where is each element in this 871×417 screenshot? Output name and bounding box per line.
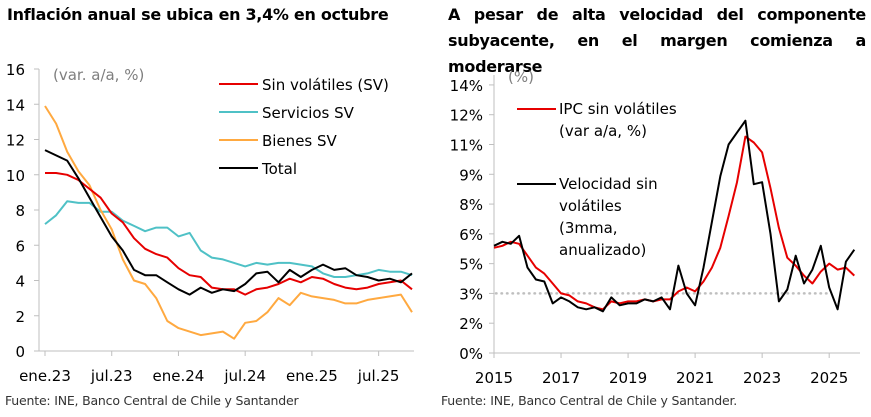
series-line-velocidad-sin-vol-tiles-3mma-a	[493, 119, 856, 313]
legend-line: volátiles	[559, 197, 622, 215]
right-chart-panel: A pesar de alta velocidad del componente…	[436, 0, 871, 417]
y-tick-label: 9%	[459, 166, 483, 184]
x-tick-label: jul.25	[357, 367, 400, 385]
legend-label-ipc: IPC sin volátiles (var a/a, %)	[559, 100, 677, 140]
left-chart-source: Fuente: INE, Banco Central de Chile y Sa…	[5, 393, 299, 408]
right-chart-source: Fuente: INE, Banco Central de Chile y Sa…	[441, 393, 738, 408]
x-tick-label: ene.23	[19, 367, 71, 385]
x-tick-label: ene.25	[286, 367, 338, 385]
x-tick-label: 2025	[810, 369, 848, 387]
legend-line: Velocidad sin	[559, 175, 658, 193]
series-line-servicios-sv	[44, 200, 413, 278]
legend-line: (3mma,	[559, 219, 618, 237]
legend-label: Bienes SV	[262, 132, 338, 150]
x-tick-label: 2015	[475, 369, 513, 387]
y-tick-label: 11%	[450, 137, 483, 155]
y-tick-label: 10	[6, 167, 25, 185]
legend-line: (var a/a, %)	[559, 122, 647, 140]
y-tick-label: 14	[6, 96, 25, 114]
series-line-bienes-sv	[44, 105, 413, 340]
x-tick-label: jul.24	[223, 367, 266, 385]
x-tick-label: 2021	[676, 369, 714, 387]
y-tick-label: 2%	[459, 315, 483, 333]
unit-label: (%)	[508, 68, 534, 86]
series-line-total	[44, 149, 413, 296]
x-tick-label: 2023	[743, 369, 781, 387]
y-tick-label: 6%	[459, 226, 483, 244]
y-tick-label: 8%	[459, 196, 483, 214]
x-tick-label: jul.23	[90, 367, 133, 385]
y-tick-label: 0	[15, 343, 25, 361]
y-tick-label: 0%	[459, 345, 483, 363]
y-tick-label: 16	[6, 61, 25, 79]
y-tick-label: 14%	[450, 77, 483, 95]
y-tick-label: 12%	[450, 107, 483, 125]
legend-line: IPC sin volátiles	[559, 100, 677, 118]
legend-label: Sin volátiles (SV)	[262, 76, 389, 94]
legend-line: anualizado)	[559, 241, 646, 259]
right-line-chart: 0% 2% 3% 5% 6% 8% 9% 11% 12% 14% 2015 2017 2019 2021 2…	[450, 68, 860, 387]
y-tick-label: 4	[15, 273, 25, 291]
x-tick-label: 2019	[609, 369, 647, 387]
x-tick-label: 2017	[542, 369, 580, 387]
legend-label-velocidad: Velocidad sin volátiles (3mma, anualizado)	[559, 175, 658, 259]
x-tick-label: ene.24	[153, 367, 205, 385]
left-line-chart: 0 2 4 6 8 10 12 14 16 ene.23 jul.23 ene.24 jul.24 ene…	[6, 61, 414, 385]
right-chart-title: A pesar de alta velocidad del componente…	[448, 5, 866, 76]
y-tick-label: 8	[15, 202, 25, 220]
series-line-sin-vol-tiles-sv-	[45, 172, 413, 296]
legend-label: Servicios SV	[262, 104, 355, 122]
left-chart-title: Inflación anual se ubica en 3,4% en octu…	[7, 5, 389, 24]
y-tick-label: 12	[6, 132, 25, 150]
legend-label: Total	[261, 160, 297, 178]
left-chart-panel: Inflación anual se ubica en 3,4% en octu…	[5, 5, 414, 408]
y-tick-label: 5%	[459, 256, 483, 274]
y-tick-label: 3%	[459, 285, 483, 303]
unit-label: (var. a/a, %)	[53, 66, 144, 84]
y-tick-label: 2	[15, 308, 25, 326]
y-tick-label: 6	[15, 237, 25, 255]
